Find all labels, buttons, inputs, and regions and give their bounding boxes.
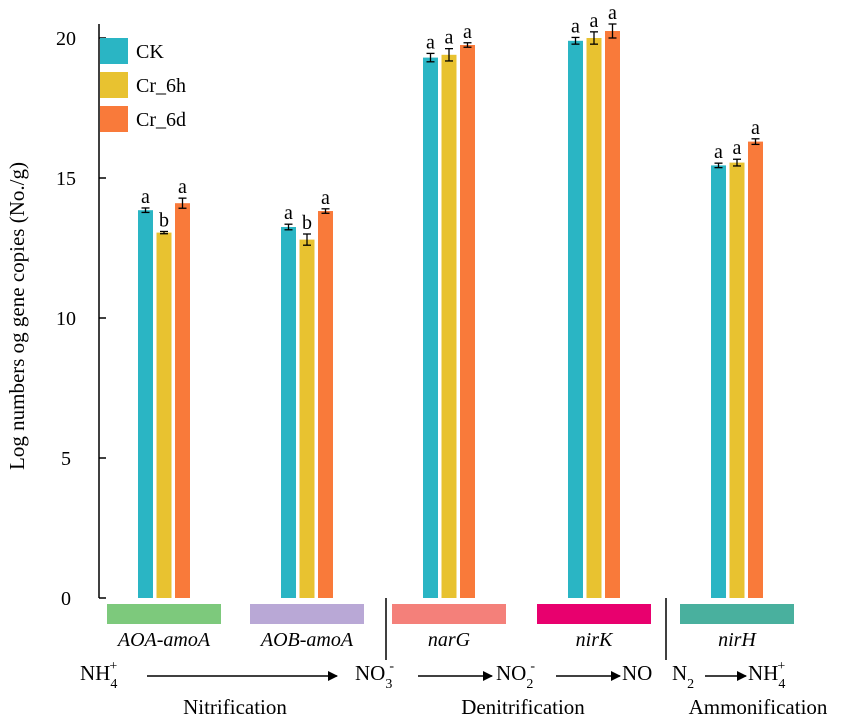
gene-label-AOB-amoA: AOB-amoA	[259, 629, 354, 651]
bar-Cr_6h-nirK	[586, 38, 602, 598]
nh4-product-label: NH4+	[748, 659, 785, 692]
bar-CK-AOA-amoA	[138, 210, 153, 598]
y-axis-title: Log numbers og gene copies (No./g)	[5, 162, 29, 470]
y-ticks: 0 5 10 15 20	[56, 28, 106, 610]
no2-label: NO2-	[496, 659, 535, 692]
y-tick-label-3: 15	[56, 168, 76, 190]
sig-letter-Cr_6d-AOA-amoA: a	[178, 176, 187, 198]
process-nitrification: Nitrification	[183, 695, 287, 719]
nh4-label: NH4+	[80, 659, 117, 692]
gene-label-nirH: nirH	[718, 629, 757, 651]
bar-CK-narG	[423, 57, 438, 599]
bar-Cr_6d-narG	[460, 45, 475, 598]
category-band-narG	[392, 604, 506, 624]
sig-letter-Cr_6h-narG: a	[445, 27, 454, 49]
category-band-nirH	[680, 604, 794, 624]
sig-letter-Cr_6h-AOB-amoA: b	[302, 212, 312, 234]
bar-CK-AOB-amoA	[281, 227, 296, 598]
legend: CK Cr_6h Cr_6d	[100, 38, 186, 132]
sig-letter-Cr_6h-nirK: a	[590, 10, 599, 32]
sig-letter-CK-narG: a	[426, 31, 435, 53]
y-tick-label-0: 0	[61, 588, 71, 610]
sig-letter-CK-nirK: a	[571, 15, 580, 37]
bar-Cr_6d-nirK	[605, 31, 620, 598]
legend-label-Cr_6d: Cr_6d	[136, 109, 186, 131]
gene-label-narG: narG	[428, 629, 471, 651]
y-tick-label-2: 10	[56, 308, 76, 330]
legend-swatch-CK	[100, 38, 128, 64]
bar-Cr_6d-AOA-amoA	[175, 203, 190, 598]
sig-letter-Cr_6d-nirK: a	[608, 2, 617, 24]
bar-Cr_6d-nirH	[748, 141, 763, 598]
gene-label-AOA-amoA: AOA-amoA	[116, 629, 211, 651]
process-ammonification: Ammonification	[689, 695, 828, 719]
bar-Cr_6d-AOB-amoA	[318, 211, 333, 599]
sig-letter-CK-nirH: a	[714, 141, 723, 163]
bar-Cr_6h-AOA-amoA	[156, 232, 172, 598]
bar-Cr_6h-nirH	[729, 162, 745, 598]
sig-letter-CK-AOB-amoA: a	[284, 202, 293, 224]
bar-CK-nirH	[711, 165, 726, 598]
legend-label-CK: CK	[136, 41, 164, 63]
legend-swatch-Cr_6h	[100, 72, 128, 98]
n2-label: N2	[672, 661, 694, 692]
bar-Cr_6h-narG	[441, 54, 457, 599]
gene-label-nirK: nirK	[576, 629, 614, 651]
y-tick-label-1: 5	[61, 448, 71, 470]
no3-label: NO3-	[355, 659, 394, 692]
legend-label-Cr_6h: Cr_6h	[136, 75, 186, 97]
bar-CK-nirK	[568, 40, 583, 599]
category-band-AOA-amoA	[107, 604, 221, 624]
sig-letter-Cr_6h-nirH: a	[733, 137, 742, 159]
sig-letter-CK-AOA-amoA: a	[141, 186, 150, 208]
pathway-row: NH4+ NO3- NO2- NO N2 NH4+	[80, 659, 785, 692]
bar-Cr_6h-AOB-amoA	[299, 239, 315, 598]
sig-letter-Cr_6d-narG: a	[463, 21, 472, 43]
sig-letter-Cr_6h-AOA-amoA: b	[159, 209, 169, 231]
sig-letter-Cr_6d-nirH: a	[751, 117, 760, 139]
legend-swatch-Cr_6d	[100, 106, 128, 132]
category-band-nirK	[537, 604, 651, 624]
sig-letter-Cr_6d-AOB-amoA: a	[321, 187, 330, 209]
process-denitrification: Denitrification	[461, 695, 585, 719]
y-tick-label-4: 20	[56, 28, 76, 50]
category-band-AOB-amoA	[250, 604, 364, 624]
no-label: NO	[622, 661, 652, 685]
category-bands: AOA-amoA AOB-amoA narG nirK nirH	[107, 604, 794, 651]
